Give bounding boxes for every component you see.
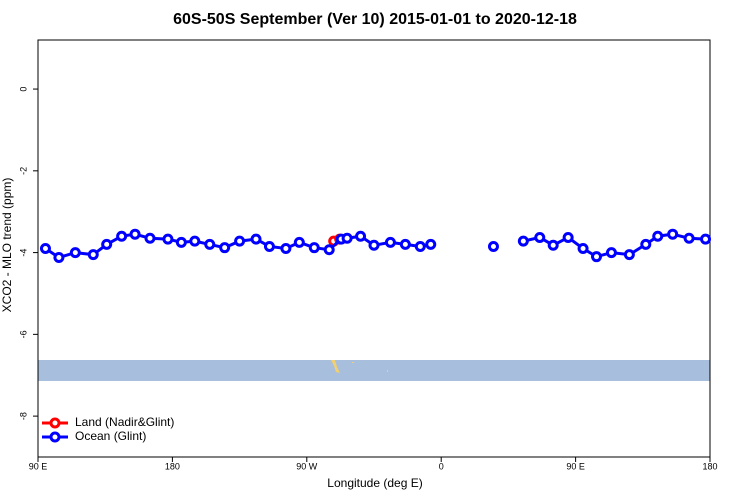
data-point: [101, 238, 113, 250]
y-tick-label: -4: [18, 249, 28, 257]
data-point: [547, 239, 559, 251]
data-point: [623, 249, 635, 261]
plot-frame: [37, 39, 711, 458]
data-point: [293, 236, 305, 248]
legend-swatch: [49, 431, 61, 443]
data-point: [577, 243, 589, 254]
y-tick-label: -6: [18, 330, 28, 338]
data-point: [355, 230, 367, 242]
data-point: [189, 235, 201, 247]
chart-title: 60S-50S September (Ver 10) 2015-01-01 to…: [173, 11, 577, 28]
x-axis-label: Longitude (deg E): [327, 476, 422, 490]
data-point: [384, 236, 396, 248]
x-tick-label: 90 W: [296, 461, 318, 471]
data-point: [414, 240, 426, 252]
data-point: [640, 238, 652, 250]
data-point: [87, 249, 99, 261]
data-point: [323, 244, 335, 256]
data-point: [534, 231, 546, 243]
map-strip: [38, 360, 710, 381]
data-point: [562, 231, 574, 243]
y-tick-label: -2: [18, 167, 28, 175]
data-point: [204, 238, 216, 250]
data-point: [341, 232, 353, 244]
data-point: [162, 233, 174, 245]
x-tick-label: 90 E: [29, 461, 48, 471]
data-point: [219, 242, 231, 254]
data-point: [234, 235, 246, 247]
land-patch: [331, 360, 340, 373]
data-point: [129, 228, 141, 240]
data-point: [683, 232, 695, 244]
land-patch: [352, 362, 354, 363]
legend-label: Ocean (Glint): [75, 429, 146, 443]
data-point: [250, 233, 262, 245]
data-point: [308, 242, 320, 254]
y-tick-label: 0: [18, 87, 28, 92]
legend-label: Land (Nadir&Glint): [75, 415, 174, 429]
legend-swatch: [49, 417, 61, 429]
data-point: [69, 247, 81, 259]
data-point: [263, 240, 275, 252]
x-tick-label: 180: [165, 461, 180, 471]
y-tick-label: -8: [18, 412, 28, 420]
data-point: [53, 251, 65, 263]
y-axis-label: XCO2 - MLO trend (ppm): [0, 178, 14, 313]
data-point: [39, 243, 51, 254]
data-point: [144, 232, 156, 244]
x-tick-label: 180: [702, 461, 717, 471]
data-point: [591, 251, 603, 263]
data-point: [700, 233, 712, 245]
data-point: [368, 239, 380, 251]
data-point: [605, 247, 617, 259]
data-point: [399, 238, 411, 250]
data-point: [487, 240, 499, 252]
x-tick-label: 0: [439, 461, 444, 471]
data-point: [667, 228, 679, 240]
data-point: [425, 238, 437, 250]
data-point: [517, 235, 529, 247]
data-point: [652, 230, 664, 242]
x-tick-label: 90 E: [566, 461, 585, 471]
data-point: [116, 230, 128, 242]
land-patch: [387, 370, 388, 372]
data-point: [175, 236, 187, 248]
data-point: [280, 243, 292, 254]
